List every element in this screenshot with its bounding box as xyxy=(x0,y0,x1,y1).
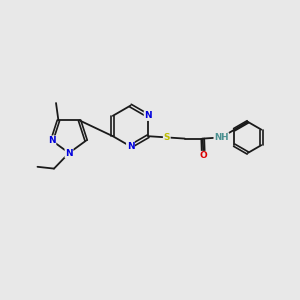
Text: N: N xyxy=(144,111,152,120)
Text: N: N xyxy=(48,136,56,145)
Text: N: N xyxy=(127,142,134,151)
Text: NH: NH xyxy=(214,133,229,142)
Text: S: S xyxy=(164,133,170,142)
Text: N: N xyxy=(65,148,73,158)
Text: O: O xyxy=(200,152,207,160)
